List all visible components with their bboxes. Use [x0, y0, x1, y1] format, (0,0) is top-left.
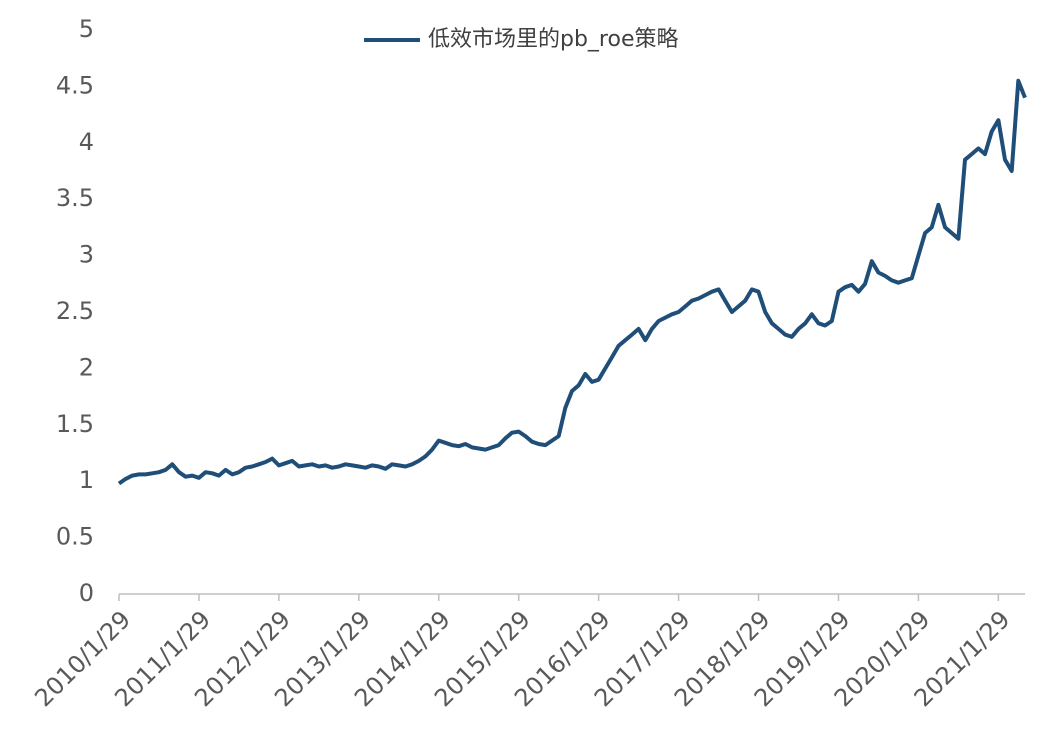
y-tick-label: 2 — [79, 353, 94, 381]
y-tick-label: 0 — [79, 579, 94, 607]
data-line — [117, 78, 1027, 486]
y-tick-label: 2.5 — [56, 297, 94, 325]
y-tick-label: 1 — [79, 466, 94, 494]
y-tick-label: 3.5 — [56, 184, 94, 212]
y-tick-label: 0.5 — [56, 523, 94, 551]
y-tick-label: 5 — [79, 15, 94, 43]
y-tick-label: 4.5 — [56, 71, 94, 99]
legend-label: 低效市场里的pb_roe策略 — [428, 27, 679, 52]
y-tick-label: 3 — [79, 241, 94, 269]
y-tick-label: 4 — [79, 128, 94, 156]
y-tick-label: 1.5 — [56, 410, 94, 438]
